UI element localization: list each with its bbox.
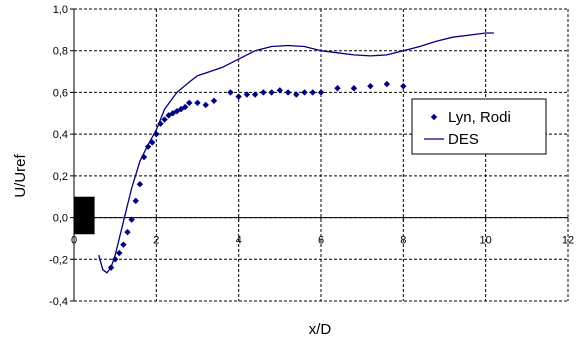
data-point [243,91,251,98]
data-point [284,89,292,96]
data-point [186,99,193,107]
legend-label: Lyn, Rodi [448,109,511,126]
legend: Lyn, Rodi DES [411,98,547,155]
data-point [317,89,325,96]
x-tick-label: 0 [71,235,77,247]
data-point [136,181,144,188]
obstacle-block [74,196,95,235]
data-point [210,97,218,104]
legend-box [411,98,547,155]
y-tick-label: 0,6 [53,87,68,99]
tick-labels: -0,4 -0,2 0,0 0,2 0,4 0,6 0,8 1,0 0 2 4 6 8 10 12 [49,4,574,308]
data-point [350,85,358,92]
x-tick-label: 10 [480,235,492,247]
data-point [276,87,284,94]
data-point [181,103,189,111]
x-tick-label: 2 [153,235,159,247]
data-point [194,99,201,107]
x-tick-label: 12 [562,235,574,247]
data-point [161,116,168,123]
x-tick-label: 4 [236,235,242,247]
y-tick-label: 1,0 [53,4,68,16]
data-point [400,82,407,90]
data-point [251,91,259,98]
data-point [367,82,374,90]
axes [70,8,569,302]
y-tick-label: 0,8 [53,46,68,58]
x-axis-title: x/D [309,321,332,338]
grid [74,8,569,302]
x-tick-label: 6 [318,235,324,247]
data-point [301,89,308,96]
data-point [268,89,275,96]
data-point [309,89,316,96]
y-axis-title: U/Uref [12,154,29,198]
data-point [293,91,300,98]
data-point [116,249,123,257]
legend-swatch-marker [430,113,438,121]
y-tick-label: 0,0 [53,213,68,225]
series-line-des [98,32,494,274]
y-tick-label: -0,4 [49,296,68,308]
x-tick-label: 8 [400,235,406,247]
data-point [132,197,139,205]
obstacle-rect [74,196,95,235]
data-point [120,241,127,248]
data-point [124,228,131,236]
data-point [128,216,135,223]
data-point [227,89,234,96]
y-tick-label: 0,4 [53,129,68,141]
y-tick-label: -0,2 [49,254,68,266]
data-point [260,89,267,96]
data-point [235,93,242,100]
legend-label: DES [448,131,479,148]
data-point [202,101,209,109]
y-tick-label: 0,2 [53,171,68,183]
data-point [334,85,341,92]
data-point [383,80,391,88]
series-layer [98,32,494,274]
